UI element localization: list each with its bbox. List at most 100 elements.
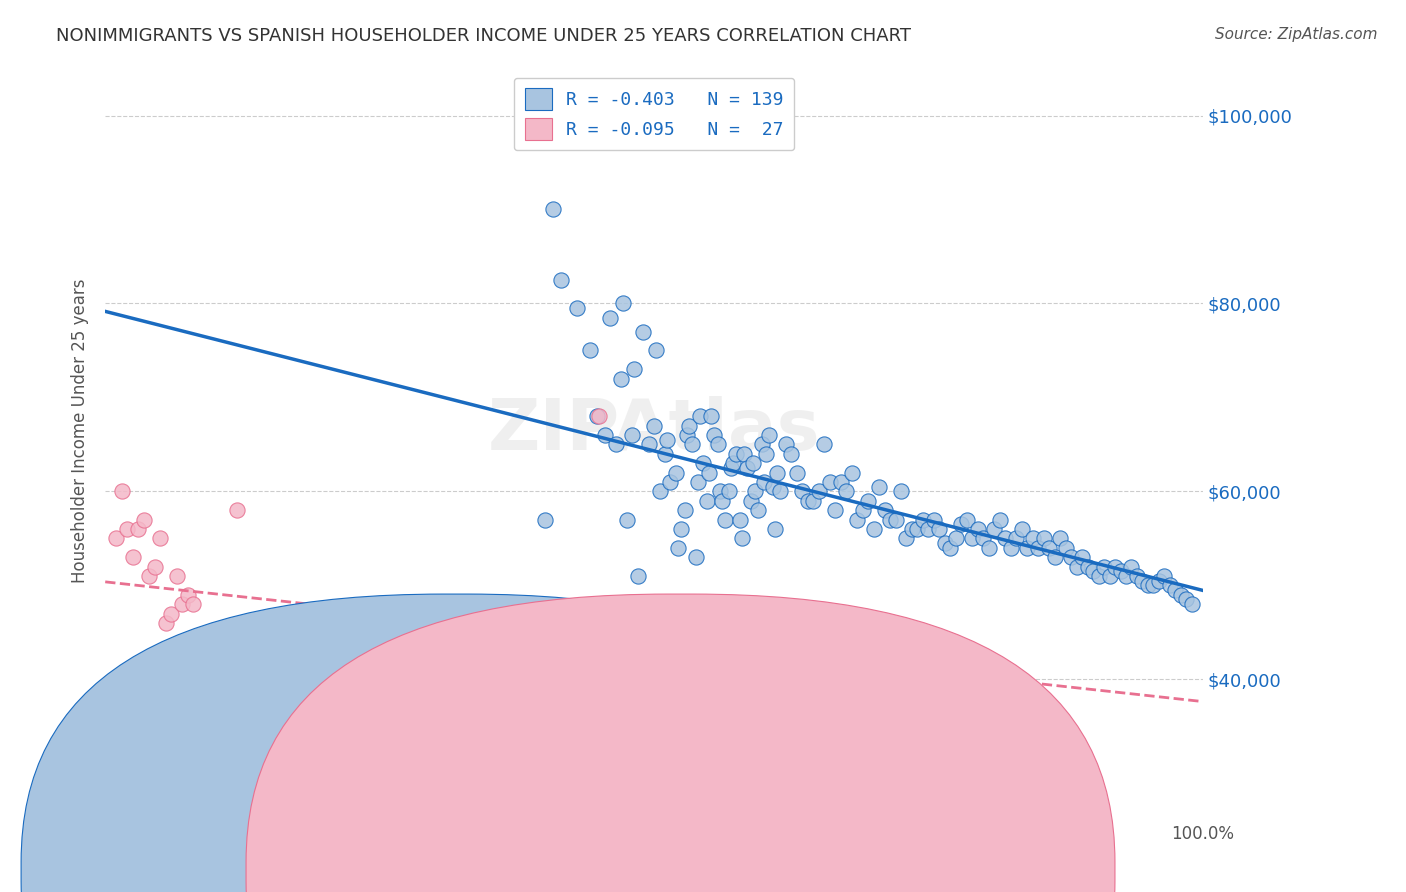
- Point: [733, 447, 755, 461]
- Point: [1081, 564, 1104, 578]
- Point: [599, 310, 621, 325]
- Point: [721, 456, 744, 470]
- Point: [835, 484, 858, 499]
- Point: [1077, 559, 1099, 574]
- Point: [621, 428, 644, 442]
- Point: [643, 418, 665, 433]
- Point: [1181, 597, 1204, 611]
- Point: [121, 550, 143, 565]
- Point: [824, 503, 846, 517]
- Point: [752, 475, 775, 489]
- Point: [851, 503, 873, 517]
- Point: [896, 532, 918, 546]
- Point: [1043, 550, 1066, 565]
- Point: [187, 634, 209, 648]
- Legend: R = -0.403   N = 139, R = -0.095   N =  27: R = -0.403 N = 139, R = -0.095 N = 27: [513, 78, 794, 151]
- Point: [105, 532, 128, 546]
- Point: [149, 532, 172, 546]
- Point: [181, 597, 204, 611]
- Point: [696, 493, 718, 508]
- Point: [665, 466, 688, 480]
- Point: [193, 644, 215, 658]
- Point: [115, 522, 138, 536]
- Point: [678, 418, 700, 433]
- Point: [737, 461, 759, 475]
- Point: [204, 625, 226, 640]
- Point: [807, 484, 830, 499]
- Point: [972, 532, 994, 546]
- Point: [744, 484, 766, 499]
- Point: [166, 569, 188, 583]
- Point: [423, 681, 446, 696]
- Point: [657, 433, 679, 447]
- Point: [988, 512, 1011, 526]
- Point: [922, 512, 945, 526]
- Point: [1147, 574, 1170, 588]
- Point: [1011, 522, 1033, 536]
- Point: [623, 362, 645, 376]
- Point: [170, 597, 193, 611]
- Point: [1022, 532, 1045, 546]
- Point: [541, 202, 564, 217]
- Point: [1153, 569, 1175, 583]
- Point: [747, 503, 769, 517]
- Point: [873, 503, 896, 517]
- Point: [761, 480, 783, 494]
- Point: [917, 522, 939, 536]
- Text: NONIMMIGRANTS VS SPANISH HOUSEHOLDER INCOME UNDER 25 YEARS CORRELATION CHART: NONIMMIGRANTS VS SPANISH HOUSEHOLDER INC…: [56, 27, 911, 45]
- Point: [610, 371, 633, 385]
- Point: [1121, 559, 1143, 574]
- Point: [666, 541, 689, 555]
- Point: [928, 522, 950, 536]
- Point: [717, 484, 740, 499]
- Point: [956, 512, 979, 526]
- Point: [689, 409, 711, 424]
- Point: [939, 541, 962, 555]
- Point: [977, 541, 1000, 555]
- Point: [813, 437, 835, 451]
- Point: [659, 475, 682, 489]
- Point: [1026, 541, 1049, 555]
- Point: [429, 686, 451, 700]
- Point: [1175, 592, 1198, 607]
- Point: [775, 437, 797, 451]
- Point: [567, 301, 589, 315]
- Point: [314, 700, 336, 714]
- Point: [550, 273, 572, 287]
- Point: [725, 447, 748, 461]
- Point: [579, 343, 602, 358]
- Point: [226, 503, 249, 517]
- Point: [1005, 532, 1028, 546]
- Point: [676, 428, 699, 442]
- Point: [648, 484, 671, 499]
- Point: [700, 409, 723, 424]
- Point: [758, 428, 780, 442]
- Point: [720, 461, 742, 475]
- Point: [176, 588, 198, 602]
- Point: [1115, 569, 1137, 583]
- Point: [502, 663, 524, 677]
- Point: [1066, 559, 1088, 574]
- Point: [1071, 550, 1094, 565]
- Point: [281, 686, 304, 700]
- Point: [1092, 559, 1115, 574]
- Point: [950, 517, 973, 532]
- Point: [264, 681, 287, 696]
- Point: [626, 569, 648, 583]
- Point: [830, 475, 852, 489]
- Point: [1000, 541, 1022, 555]
- Point: [686, 475, 709, 489]
- Point: [786, 466, 808, 480]
- Text: Spanish: Spanish: [713, 856, 778, 874]
- Y-axis label: Householder Income Under 25 years: Householder Income Under 25 years: [72, 278, 89, 582]
- Point: [111, 484, 134, 499]
- Point: [796, 493, 818, 508]
- Point: [763, 522, 786, 536]
- Point: [766, 466, 789, 480]
- Point: [706, 437, 728, 451]
- Point: [856, 493, 879, 508]
- Point: [637, 437, 659, 451]
- Point: [1109, 564, 1132, 578]
- Point: [801, 493, 824, 508]
- Point: [1017, 541, 1039, 555]
